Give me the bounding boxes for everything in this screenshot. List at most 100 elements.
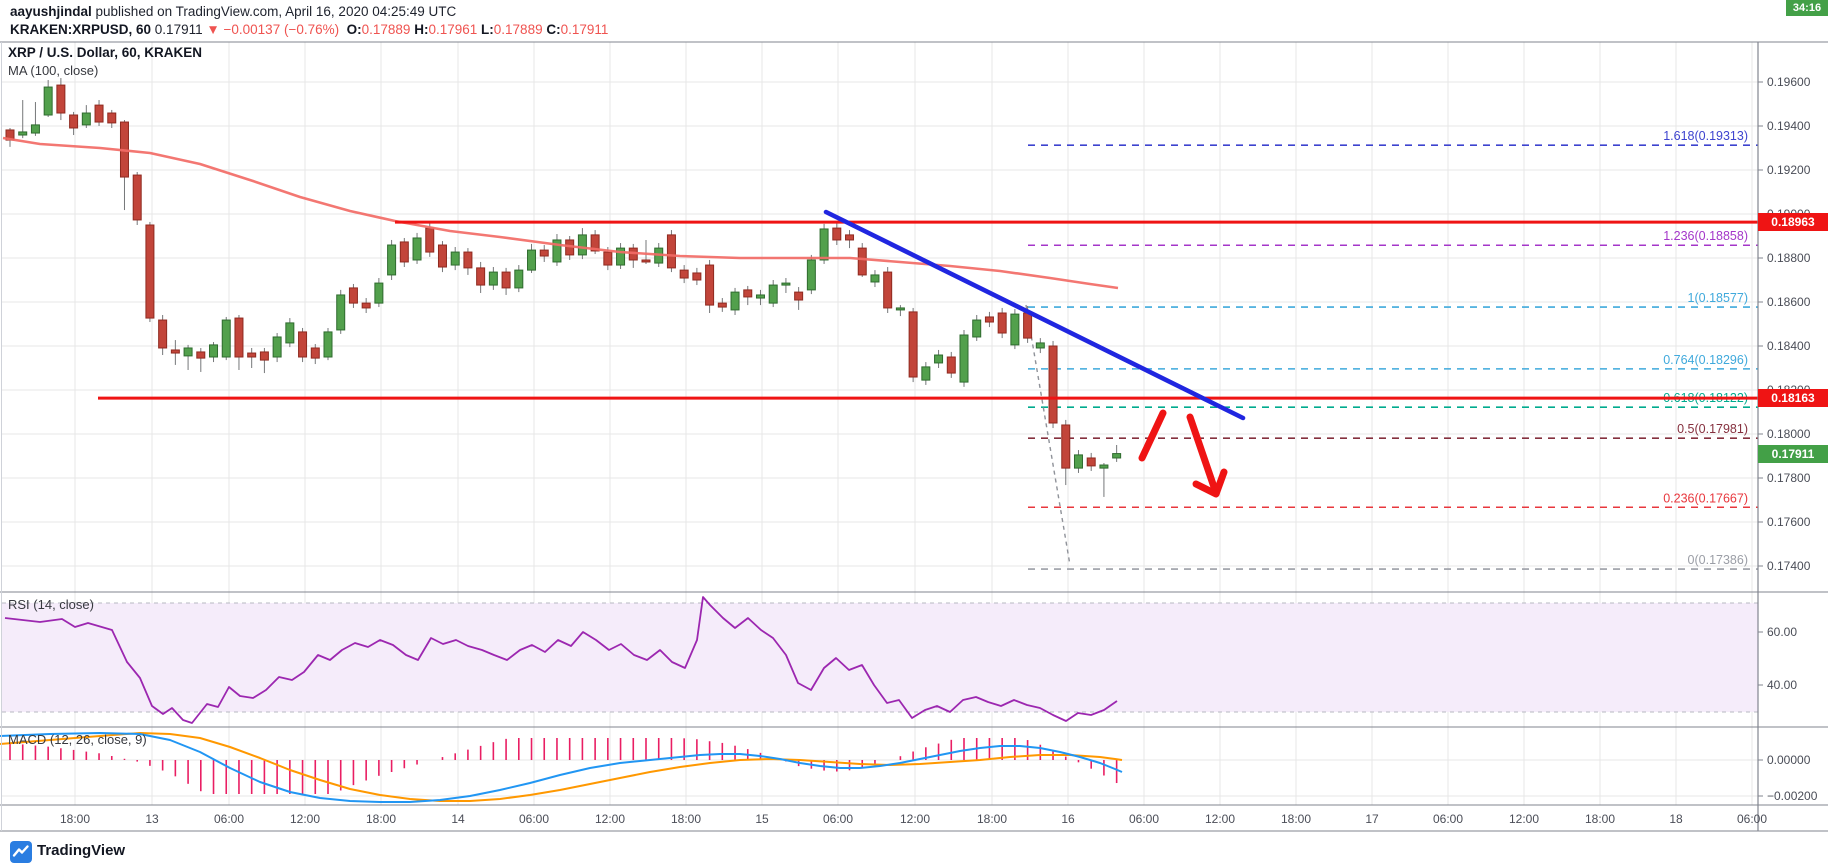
candle-up: [81, 112, 91, 126]
candle-down: [310, 347, 320, 359]
candle-up: [768, 284, 778, 304]
axis-tick-label: 0.17600: [1767, 515, 1811, 529]
candle-down: [641, 259, 651, 263]
candle-up: [285, 322, 295, 344]
axis-tick-label: 60.00: [1767, 625, 1797, 639]
axis-tick-label: 40.00: [1767, 678, 1797, 692]
candle-up: [488, 271, 498, 286]
candle-up: [527, 249, 537, 271]
candle-up: [959, 334, 969, 383]
axis-tick-label: −0.00200: [1767, 789, 1818, 803]
open-value: 0.17889: [361, 22, 411, 37]
candle-up: [552, 239, 562, 263]
candle-up: [934, 354, 944, 364]
candle-down: [170, 349, 180, 354]
candle-down: [794, 291, 804, 301]
fib-level-label: 0.236(0.17667): [1663, 491, 1748, 505]
time-tick-label: 18:00: [1585, 812, 1615, 826]
high-label: H:: [414, 22, 429, 37]
fib-level-label: 0.5(0.17981): [1677, 422, 1748, 436]
fib-retracement-layer: 1.618(0.19313) 1.236(0.18858) 1(0.18577) 0.…: [1025, 129, 1758, 570]
candle-down: [94, 104, 104, 123]
candle-up: [209, 344, 219, 358]
candle-down: [832, 227, 842, 241]
candle-up: [1099, 464, 1109, 469]
candle-down: [476, 267, 486, 286]
macd-signal-line: [0, 732, 1123, 802]
time-tick-label: 18: [1669, 812, 1683, 826]
close-label: C:: [546, 22, 561, 37]
candle-down: [705, 264, 715, 306]
time-tick-label: 12:00: [1509, 812, 1539, 826]
candle-down: [298, 331, 308, 358]
candle-down: [501, 271, 511, 289]
time-tick-label: 06:00: [1737, 812, 1767, 826]
descending-trendline[interactable]: [823, 209, 1246, 421]
candle-down: [666, 234, 676, 269]
time-tick-label: 12:00: [1205, 812, 1235, 826]
price-axis[interactable]: 0.196000.194000.192000.190000.188000.186…: [1758, 75, 1818, 803]
low-value: 0.17889: [493, 22, 543, 37]
time-tick-label: 06:00: [214, 812, 244, 826]
candle-down: [883, 271, 893, 309]
time-tick-label: 18:00: [366, 812, 396, 826]
fib-level-label: 1.618(0.19313): [1663, 129, 1748, 143]
candle-down: [132, 174, 142, 221]
axis-tick-label: 0.19600: [1767, 75, 1811, 89]
fib-level-label: 0.764(0.18296): [1663, 353, 1748, 367]
candle-down: [56, 84, 66, 114]
symbol-label: KRAKEN:XRPUSD, 60: [10, 22, 152, 37]
tradingview-logo-icon[interactable]: [10, 841, 32, 863]
arrow-annotation: [1138, 409, 1228, 498]
candle-up: [1073, 454, 1083, 469]
candle-down: [196, 351, 206, 359]
candle-up: [30, 124, 40, 134]
axis-tick-label: 0.18600: [1767, 295, 1811, 309]
candle-up: [730, 291, 740, 311]
candle-down: [845, 234, 855, 241]
candle-up: [972, 319, 982, 338]
time-tick-label: 06:00: [519, 812, 549, 826]
candle-up: [577, 234, 587, 256]
candle-up: [1035, 342, 1045, 349]
candle-up: [183, 347, 193, 357]
candle-up: [43, 86, 53, 116]
macd-histogram-layer: [9, 738, 1118, 794]
candle-up: [450, 251, 460, 266]
fib-level-label: 0(0.17386): [1688, 553, 1748, 567]
candle-down: [107, 112, 117, 124]
candle-down: [425, 227, 435, 253]
macd-line: [0, 732, 1123, 803]
candle-up: [755, 294, 765, 299]
candle-up: [221, 319, 231, 358]
candle-down: [247, 352, 257, 358]
axis-tick-label: 0.17400: [1767, 559, 1811, 573]
time-tick-label: 18:00: [977, 812, 1007, 826]
author-name: aayushjindal: [10, 4, 92, 19]
candle-down: [145, 224, 155, 319]
candle-up: [819, 228, 829, 261]
candle-down: [997, 312, 1007, 334]
time-axis[interactable]: 18:00 13 06:00 12:00 18:00 14 06:00 12:00 18:00 1…: [60, 812, 1767, 826]
candle-down: [590, 234, 600, 252]
time-tick-label: 06:00: [1433, 812, 1463, 826]
candle-up: [18, 131, 28, 136]
time-tick-label: 16: [1061, 812, 1075, 826]
candle-down: [679, 269, 689, 279]
bar-countdown-badge: 34:16: [1786, 0, 1828, 16]
candle-up: [387, 244, 397, 276]
time-tick-label: 18:00: [1281, 812, 1311, 826]
symbol-status-line: KRAKEN:XRPUSD, 60 0.17911 ▼ −0.00137 (−0…: [10, 22, 608, 37]
candle-down: [692, 272, 702, 281]
candle-up: [323, 331, 333, 358]
candle-up: [781, 282, 791, 286]
tradingview-brand-text[interactable]: TradingView: [37, 842, 126, 859]
candle-down: [1061, 424, 1071, 469]
candle-up: [272, 336, 282, 358]
candle-down: [743, 289, 753, 298]
candles-layer: [5, 78, 1122, 497]
time-tick-label: 12:00: [900, 812, 930, 826]
time-tick-label: 12:00: [290, 812, 320, 826]
